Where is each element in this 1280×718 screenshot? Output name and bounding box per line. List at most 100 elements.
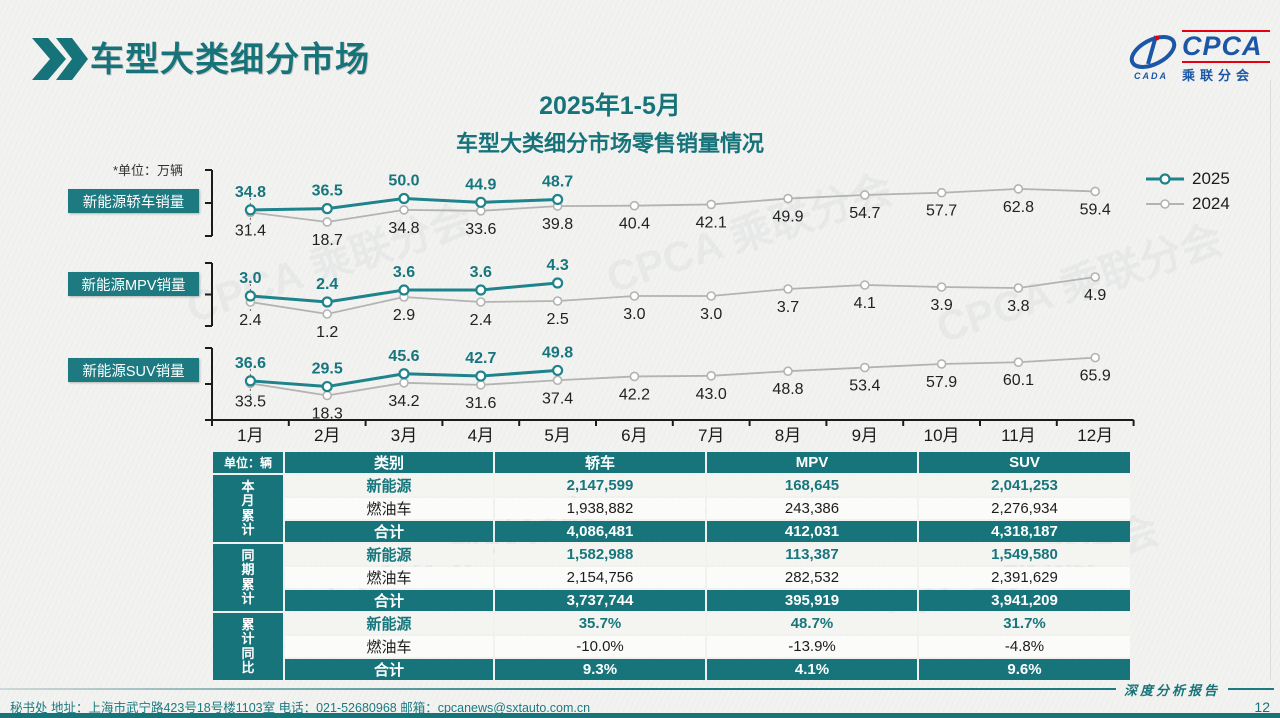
marker-2025 [321, 203, 333, 215]
table-cell-value: 2,276,934 [919, 498, 1130, 519]
value-label-2024: 49.9 [772, 209, 803, 226]
marker-2025 [244, 375, 256, 387]
marker-2024 [936, 187, 947, 198]
table-group-label: 同 期 累 计 [213, 544, 283, 611]
marker-2025 [398, 284, 410, 296]
line-2025 [250, 281, 558, 304]
table-cell-value: 3,941,209 [919, 590, 1130, 611]
value-label-2024: 2.4 [470, 312, 492, 329]
watermark: CPCA 乘联分会 [930, 215, 1229, 352]
watermark: CPCA 乘联分会 [600, 165, 899, 302]
table-unit-header: 单位：辆 [213, 452, 283, 473]
table-column-header: 轿车 [495, 452, 705, 473]
marker-2025 [551, 364, 564, 377]
sales-table-wrap: 单位：辆 类别 轿车 MPV SUV 本 月 累 计新能源 2,147,599 168,645… [211, 450, 1132, 682]
marker-2024 [783, 284, 793, 294]
table-cell-value: 3,737,744 [495, 590, 705, 611]
value-label-2025: 44.9 [465, 176, 496, 193]
line-2025 [250, 368, 558, 389]
table-cell-value: 2,041,253 [919, 475, 1130, 496]
value-label-2024: 31.4 [235, 222, 266, 239]
value-label-2024: 57.7 [926, 203, 957, 220]
value-label-2024: 57.9 [926, 374, 957, 391]
value-label-2024: 48.8 [772, 381, 803, 398]
marker-2024 [1090, 272, 1100, 282]
unit-note: *单位：万辆 [113, 163, 184, 178]
logo-red-stripe [1182, 61, 1270, 63]
value-label-2025: 36.6 [235, 355, 266, 372]
x-axis-label: 6月 [621, 426, 647, 445]
x-axis-label: 9月 [852, 426, 878, 445]
marker-2025 [475, 196, 487, 208]
footer-divider: 深度分析报告 [0, 682, 1280, 699]
cpca-logo: CADA CPCA 乘联分会 [1126, 30, 1272, 84]
marker-2024 [629, 200, 640, 211]
table-row: 同 期 累 计新能源 1,582,988 113,387 1,549,580 [213, 544, 1130, 611]
x-axis-label: 10月 [924, 426, 960, 445]
marker-2025 [398, 368, 410, 380]
x-axis-label: 12月 [1077, 426, 1113, 445]
series-label-suv: 新能源SUV销量 [68, 358, 199, 382]
marker-2024 [245, 297, 256, 307]
table-cell-value: -10.0% [495, 636, 705, 657]
marker-2024 [629, 291, 640, 301]
table-cell-value: -13.9% [707, 636, 917, 657]
marker-2024 [552, 375, 563, 386]
marker-2024 [859, 362, 870, 373]
report-type-label: 深度分析报告 [1123, 683, 1220, 699]
marker-2024 [322, 309, 333, 319]
table-row-name: 新能源 [285, 475, 493, 496]
marker-2024 [552, 201, 563, 211]
marker-2024 [475, 297, 486, 307]
table-cell-value: 1,549,580 [919, 544, 1130, 565]
table-row-name: 合计 [285, 590, 493, 611]
value-label-2024: 3.0 [700, 306, 722, 323]
value-label-2024: 3.8 [1007, 298, 1029, 315]
chart-title-line2: 车型大类细分市场零售销量情况 [455, 131, 764, 156]
x-axis-label: 2月 [314, 426, 340, 445]
marker-2024 [1013, 283, 1024, 293]
divider-line [0, 688, 1116, 690]
series-label-mpv: 新能源MPV销量 [68, 272, 199, 296]
table-cell-value: 9.3% [495, 659, 705, 680]
marker-2024 [245, 378, 256, 389]
table-cell-value: 4,086,481 [495, 521, 705, 542]
table-group-label: 本 月 累 计 [213, 475, 283, 542]
table-cell-value: 395,919 [707, 590, 917, 611]
legend-marker-2025-icon [1146, 172, 1184, 185]
table-cell-value: -4.8% [919, 636, 1130, 657]
marker-2024 [706, 291, 717, 301]
value-label-2024: 54.7 [849, 205, 880, 222]
marker-2024 [1090, 352, 1100, 363]
cpca-swoosh-icon: CADA [1129, 35, 1177, 81]
marker-2024 [629, 371, 640, 382]
marker-2025 [321, 380, 333, 393]
value-label-2025: 29.5 [312, 361, 343, 378]
marker-2024 [399, 205, 409, 215]
table-cell-value: 35.7% [495, 613, 705, 634]
marker-2024 [859, 280, 870, 290]
value-label-2024: 42.1 [696, 214, 727, 231]
table-cell-value: 9.6% [919, 659, 1130, 680]
table-row-name: 合计 [285, 659, 493, 680]
chart-title-line1: 2025年1-5月 [539, 92, 681, 120]
table-cell-value: 2,154,756 [495, 567, 705, 588]
marker-2025 [244, 204, 256, 216]
marker-2024 [783, 193, 793, 204]
table-cell-value: 168,645 [707, 475, 917, 496]
table-row-name: 燃油车 [285, 567, 493, 588]
marker-2024 [1090, 186, 1100, 197]
table-cell-value: 4.1% [707, 659, 917, 680]
value-label-2024: 43.0 [696, 386, 727, 403]
logo-acronym: CPCA [1182, 31, 1263, 61]
marker-2024 [322, 217, 333, 227]
chart-title: 2025年1-5月 车型大类细分市场零售销量情况 [330, 86, 890, 158]
marker-2024 [1013, 357, 1024, 368]
value-label-2024: 40.4 [619, 216, 650, 233]
table-cell-value: 113,387 [707, 544, 917, 565]
value-label-2024: 62.8 [1003, 199, 1034, 216]
legend-label-2024: 2024 [1192, 193, 1230, 213]
marker-2024 [399, 292, 409, 302]
series-label-sedan: 新能源轿车销量 [68, 189, 199, 213]
table-cell-value: 2,391,629 [919, 567, 1130, 588]
